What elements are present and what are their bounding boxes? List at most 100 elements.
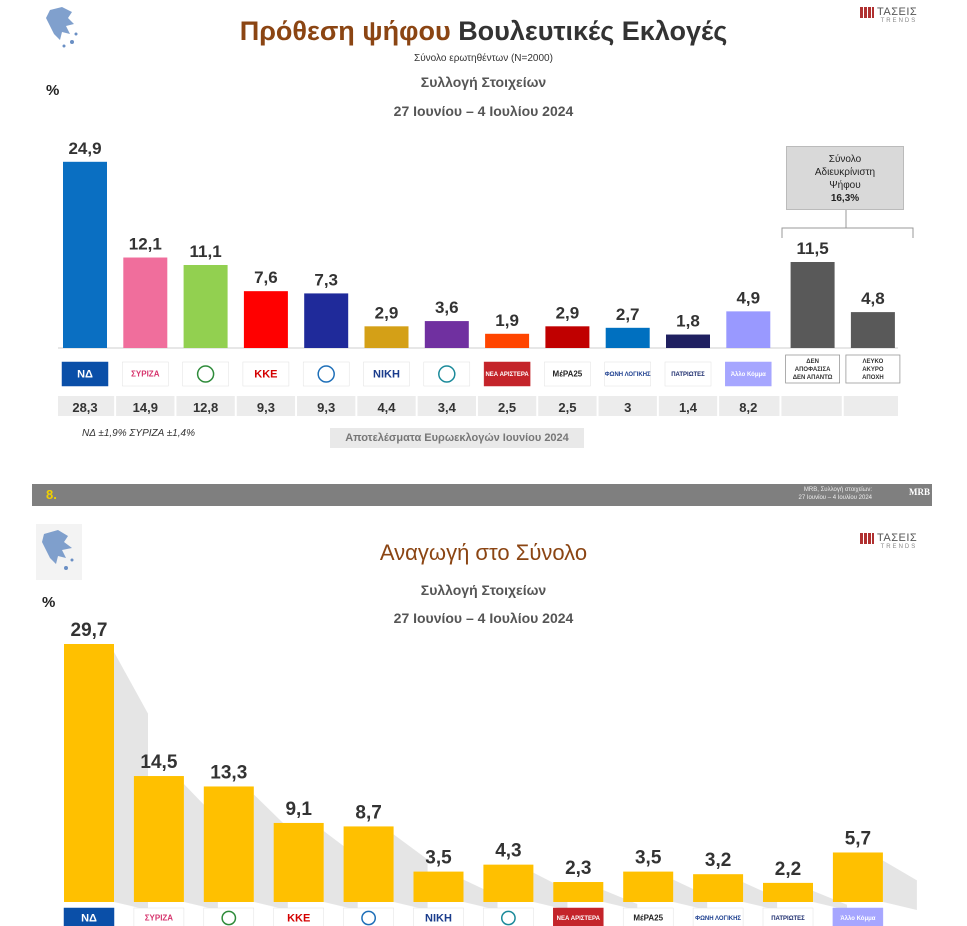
pasok-logo bbox=[182, 361, 229, 387]
bar bbox=[623, 871, 674, 902]
data-label: 3,5 bbox=[635, 848, 662, 869]
percent-unit: % bbox=[42, 594, 56, 611]
kke-logo: ΚΚΕ bbox=[242, 361, 290, 387]
niki-logo-bg bbox=[413, 907, 464, 926]
category-box bbox=[845, 354, 901, 384]
data-label: 4,8 bbox=[861, 289, 885, 308]
mera25-logo: ΜέΡΑ25 bbox=[622, 907, 674, 926]
allo-komma-logo-bg bbox=[725, 361, 772, 387]
euro-value-label: 9,3 bbox=[257, 400, 275, 415]
category-box bbox=[785, 354, 840, 384]
nea-aristera-logo-text: ΝΕΑ ΑΡΙΣΤΕΡΑ bbox=[557, 916, 601, 922]
data-label: 11,5 bbox=[797, 239, 829, 258]
allo-komma-logo-text: Άλλο Κόμμα bbox=[731, 372, 766, 378]
kke-logo-text: ΚΚΕ bbox=[287, 913, 310, 925]
projection-chart: 29,7 14,5 13,3 9,1 8,7 3,5 4,3 2,3 3,5 3,2 2,2 5,7 Ν… bbox=[63, 620, 917, 926]
data-label: 1,8 bbox=[676, 312, 700, 331]
plefsi-logo-bg bbox=[483, 907, 534, 926]
bar-shadow bbox=[673, 879, 708, 910]
euro-value-label: 28,3 bbox=[72, 400, 97, 415]
data-label: 7,3 bbox=[314, 270, 338, 289]
bar bbox=[364, 326, 409, 348]
patriotes-logo-text: ΠΑΤΡΙΩΤΕΣ bbox=[771, 916, 805, 922]
bar bbox=[790, 262, 835, 348]
patriotes-logo-text: ΠΑΤΡΙΩΤΕΣ bbox=[671, 372, 705, 378]
bar bbox=[483, 864, 534, 902]
patriotes-logo: ΠΑΤΡΙΩΤΕΣ bbox=[762, 907, 814, 926]
data-label: 2,9 bbox=[375, 303, 399, 322]
plefsi-logo bbox=[423, 361, 471, 387]
plefsi-logo-mark bbox=[438, 365, 456, 383]
nd-logo-bg bbox=[61, 361, 109, 387]
niki-logo-text: ΝΙΚΗ bbox=[373, 369, 400, 381]
slide-footer: 8. MRB, Συλλογή στοιχείων: 27 Ιουνίου – 4… bbox=[32, 484, 932, 506]
nd-logo: ΝΔ bbox=[63, 907, 115, 926]
euro-value-label: 14,9 bbox=[133, 400, 158, 415]
foni-logikis-logo: ΦΩΝΗ ΛΟΓΙΚΗΣ bbox=[692, 907, 744, 926]
margin-of-error-note: ΝΔ ±1,9% ΣΥΡΙΖΑ ±1,4% bbox=[82, 428, 195, 439]
undecided-callout: Σύνολο Αδιευκρίνιστη Ψήφου 16,3% bbox=[786, 146, 904, 210]
mera25-logo-bg bbox=[622, 907, 674, 926]
niki-logo-text: ΝΙΚΗ bbox=[425, 913, 452, 925]
undecided-category-label: ΔΕΝ ΑΠΟΦΑΣΙΣΑ ΔΕΝ ΑΠΑΝΤΩ bbox=[785, 354, 840, 384]
euro-value-label: 3,4 bbox=[438, 400, 457, 415]
elliniki-lysi-logo-mark bbox=[361, 910, 377, 926]
nd-logo-text: ΝΔ bbox=[77, 369, 93, 381]
data-label: 5,7 bbox=[845, 828, 871, 849]
patriotes-logo: ΠΑΤΡΙΩΤΕΣ bbox=[664, 361, 712, 387]
nd-logo-text: ΝΔ bbox=[81, 913, 97, 925]
bar bbox=[424, 321, 469, 348]
kke-logo-text: ΚΚΕ bbox=[254, 369, 277, 381]
plefsi-logo bbox=[483, 907, 534, 926]
page-title: Πρόθεση ψήφου Βουλευτικές Εκλογές bbox=[239, 16, 728, 46]
data-label: 7,6 bbox=[254, 268, 278, 287]
data-label: 3,2 bbox=[705, 850, 731, 871]
euro-value-label: 2,5 bbox=[498, 400, 516, 415]
data-label: 2,9 bbox=[556, 303, 580, 322]
elliniki-lysi-logo-bg bbox=[343, 907, 394, 926]
data-label: 13,3 bbox=[210, 762, 247, 783]
category-line: ΑΚΥΡΟ bbox=[862, 367, 884, 373]
data-label: 2,3 bbox=[565, 858, 591, 879]
slide-number: 8. bbox=[46, 487, 57, 502]
bar bbox=[343, 826, 394, 902]
date-range: 27 Ιουνίου – 4 Ιουλίου 2024 bbox=[393, 103, 574, 119]
plefsi-logo-mark bbox=[500, 910, 516, 926]
pasok-logo bbox=[203, 907, 255, 926]
euro-value-label: 9,3 bbox=[317, 400, 335, 415]
kke-logo-bg bbox=[273, 907, 324, 926]
data-label: 11,1 bbox=[190, 242, 222, 261]
euro-value-label: 2,5 bbox=[558, 400, 576, 415]
bar bbox=[63, 161, 107, 348]
patriotes-logo-bg bbox=[762, 907, 814, 926]
bar bbox=[553, 882, 604, 902]
bar bbox=[64, 644, 114, 902]
category-line: ΔΕΝ bbox=[806, 359, 819, 365]
vote-intention-panel: ΤΑΣΕΙΣ TRENDS Πρόθεση ψήφου Βουλευτικές … bbox=[46, 6, 917, 448]
data-label: 29,7 bbox=[71, 620, 108, 641]
undecided-bracket bbox=[781, 227, 914, 238]
nd-logo-bg bbox=[63, 907, 115, 926]
undecided-category-label: ΛΕΥΚΟ ΑΚΥΡΟ ΑΠΟΧΗ bbox=[845, 354, 901, 384]
bar bbox=[133, 776, 184, 902]
foni-logikis-logo: ΦΩΝΗ ΛΟΓΙΚΗΣ bbox=[604, 361, 651, 387]
projection-subtitle: Συλλογή Στοιχείων bbox=[420, 582, 547, 598]
bar bbox=[413, 871, 464, 902]
pasok-logo-mark bbox=[221, 910, 237, 926]
bar bbox=[243, 291, 288, 348]
category-line: ΛΕΥΚΟ bbox=[863, 359, 884, 365]
syriza-logo: ΣΥΡΙΖΑ bbox=[133, 907, 185, 926]
data-label: 12,1 bbox=[129, 235, 162, 254]
sample-size-note: Σύνολο ερωτηθέντων (Ν=2000) bbox=[414, 53, 553, 64]
data-label: 3,6 bbox=[435, 298, 459, 317]
bar bbox=[273, 822, 324, 902]
bar bbox=[850, 312, 895, 348]
projection-panel: ΤΑΣΕΙΣ TRENDS Αναγωγή στο Σύνολο Συλλογή… bbox=[0, 510, 967, 926]
bar bbox=[183, 264, 228, 348]
mera25-logo-text: ΜέΡΑ25 bbox=[633, 914, 663, 923]
data-label: 9,1 bbox=[285, 799, 312, 820]
syriza-logo: ΣΥΡΙΖΑ bbox=[122, 361, 169, 387]
niki-logo-bg bbox=[363, 361, 410, 387]
tasis-brand-logo: ΤΑΣΕΙΣ TRENDS bbox=[860, 6, 917, 24]
data-label: 1,9 bbox=[495, 311, 519, 330]
